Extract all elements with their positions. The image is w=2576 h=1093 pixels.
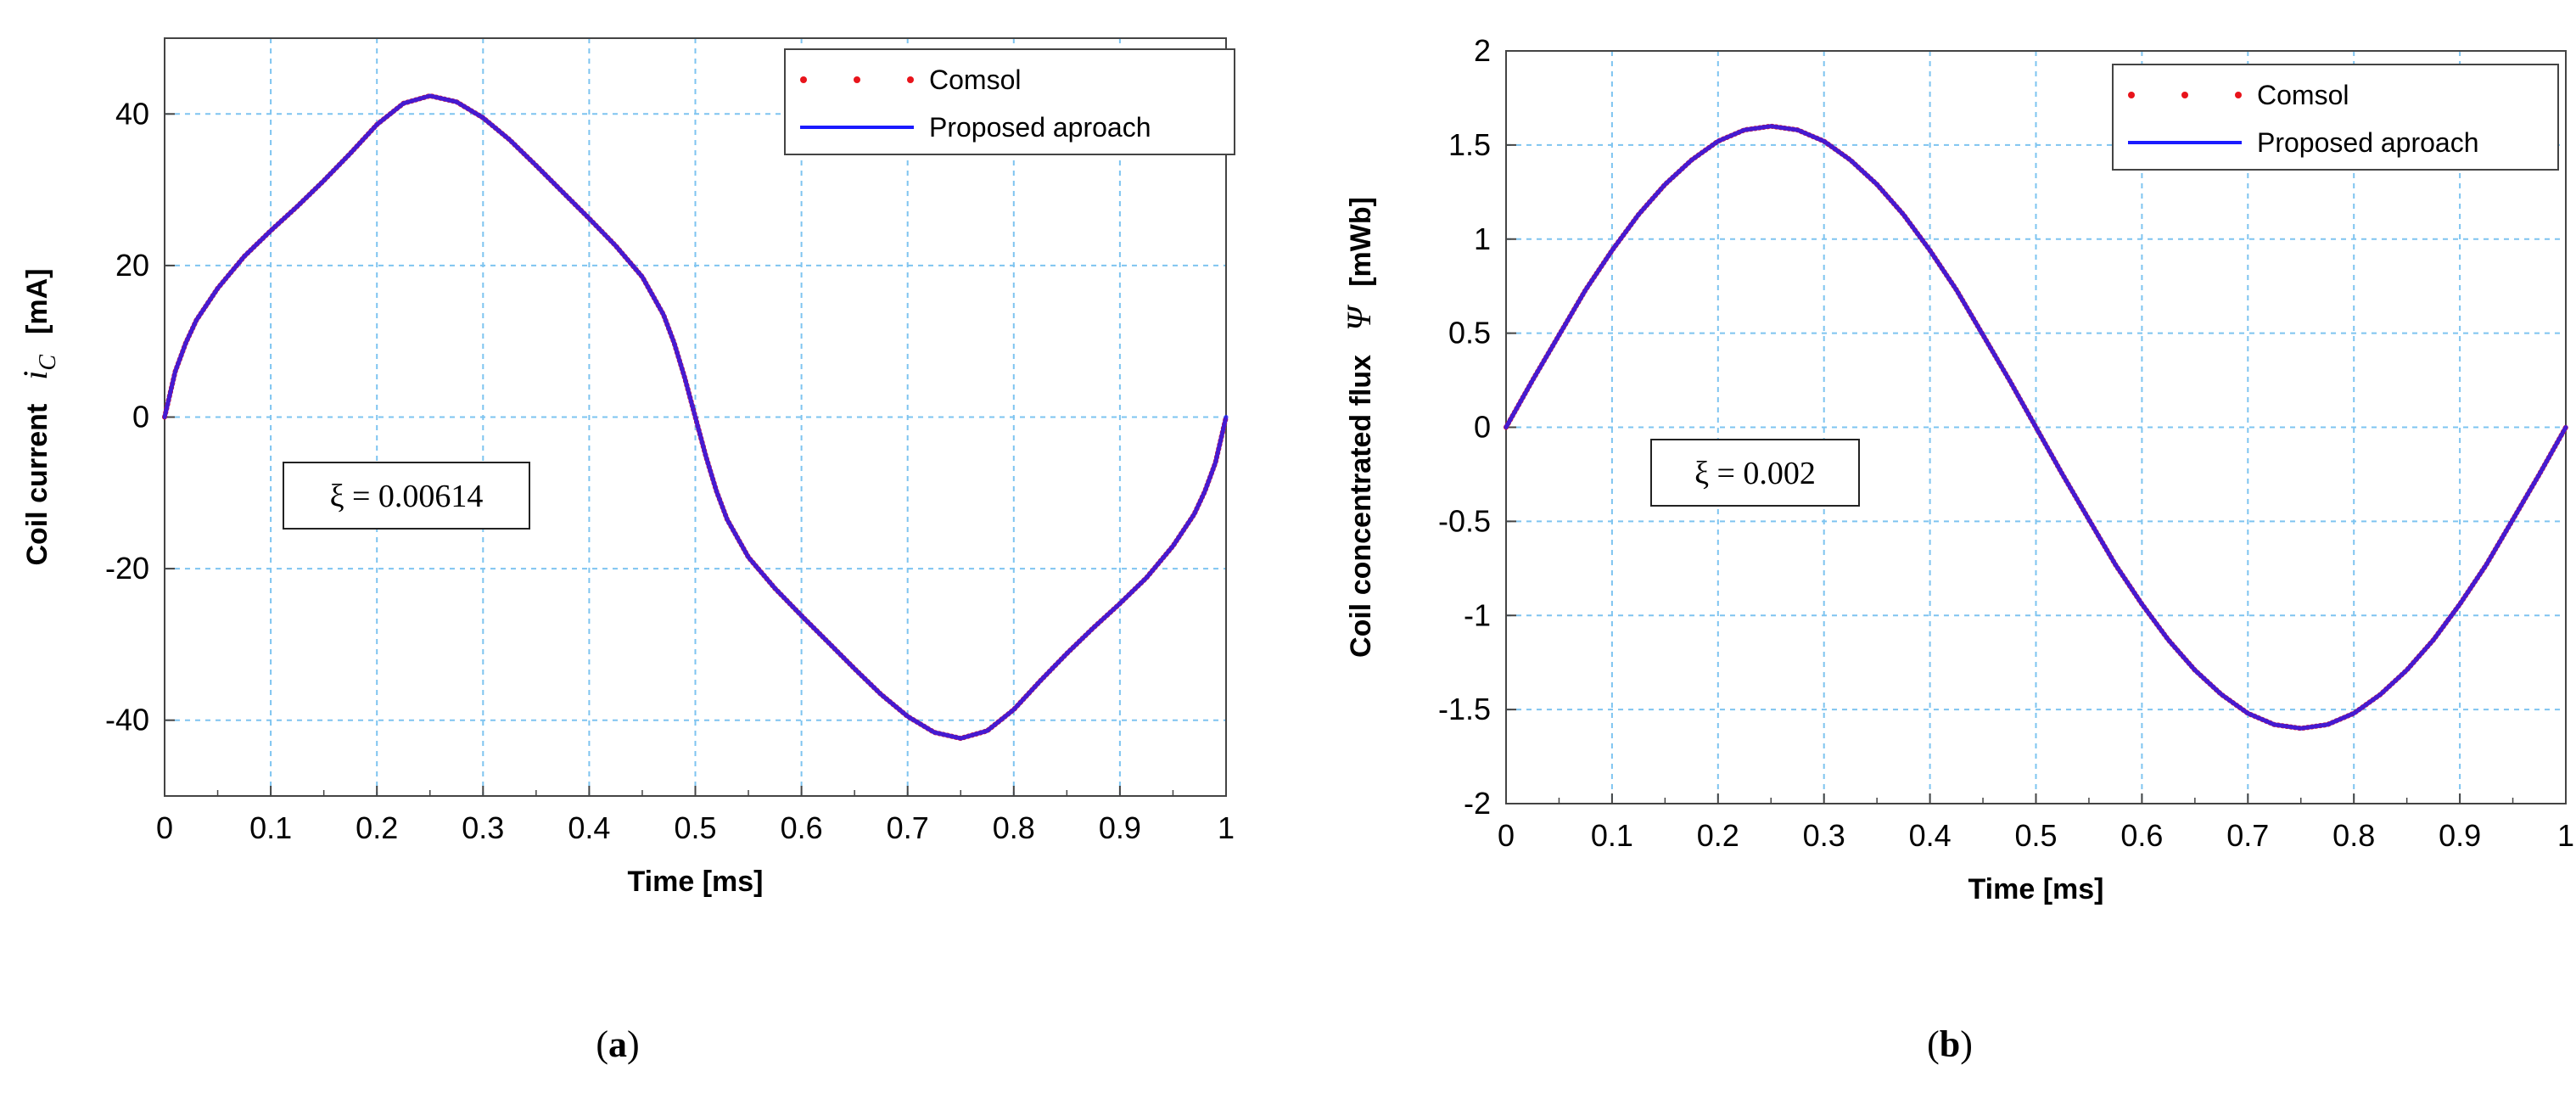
legend-entry: Proposed aproach <box>2257 127 2479 158</box>
legend-swatch-dot <box>2235 92 2242 98</box>
x-tick-label: 0.5 <box>674 810 716 845</box>
x-tick-label: 0.7 <box>2226 818 2269 853</box>
series-line-proposed <box>1504 124 2568 731</box>
legend-swatch-dot <box>2128 92 2135 98</box>
y-ticks: 40 20 0 -20 -40 <box>105 96 175 737</box>
y-axis-label-text: Coil concentrated flux <box>1345 355 1377 658</box>
caption-open: ( <box>1927 1023 1940 1065</box>
legend-entry: Comsol <box>929 64 1021 95</box>
x-axis-label: Time [ms] <box>1968 873 2104 905</box>
y-axis-label: Coil current iC [mA] <box>16 268 61 565</box>
y-tick-label: 1.5 <box>1448 127 1491 162</box>
series-line-proposed <box>162 93 1229 741</box>
x-tick-label: 0.8 <box>2332 818 2375 853</box>
legend-frame <box>784 48 1235 155</box>
panel-caption: (b) <box>1927 1023 1973 1065</box>
y-axis-label-unit: [mA] <box>21 268 53 334</box>
x-tick-label: 0.3 <box>462 810 504 845</box>
legend: Comsol Proposed aproach <box>2112 64 2559 171</box>
y-tick-label: 2 <box>1474 33 1491 68</box>
y-tick-label: 0 <box>1474 410 1491 445</box>
legend-swatch-dot <box>854 76 860 83</box>
x-tick-label: 0.1 <box>249 810 292 845</box>
y-tick-label: 0.5 <box>1448 316 1491 350</box>
x-tick-label: 0.4 <box>568 810 610 845</box>
x-tick-label: 0.2 <box>1697 818 1739 853</box>
x-tick-label: 0.4 <box>1909 818 1952 853</box>
x-tick-label: 1 <box>2557 818 2574 853</box>
annotation-frame <box>1650 439 1860 507</box>
x-ticks: 0 0.1 0.2 0.3 0.4 0.5 0.6 0.7 0.8 0.9 1 <box>156 786 1235 845</box>
x-tick-label: 0.6 <box>2120 818 2163 853</box>
annotation-frame <box>283 462 530 530</box>
chart-panel-b: 0 0.1 0.2 0.3 0.4 0.5 0.6 0.7 0.8 0.9 1 2 1.5 1 0.5 0 -0… <box>1340 33 2574 1065</box>
legend-swatch-dot <box>800 76 807 83</box>
y-axis-label-symbol: Ψ <box>1340 304 1378 331</box>
x-tick-label: 0 <box>1498 818 1515 853</box>
y-tick-label: 20 <box>115 248 149 283</box>
caption-letter: b <box>1940 1023 1960 1065</box>
x-axis-label: Time [ms] <box>628 866 764 898</box>
y-tick-label: -1.5 <box>1438 692 1491 726</box>
legend: Comsol Proposed aproach <box>784 48 1235 155</box>
legend-entry: Proposed aproach <box>929 112 1151 143</box>
x-tick-label: 1 <box>1218 810 1235 845</box>
y-tick-label: 0 <box>132 400 149 434</box>
x-tick-label: 0.9 <box>1099 810 1141 845</box>
y-ticks: 2 1.5 1 0.5 0 -0.5 -1 -1.5 -2 <box>1438 33 1516 821</box>
x-tick-label: 0.3 <box>1803 818 1845 853</box>
grid <box>1505 50 2567 804</box>
annotation-text: ξ = 0.00614 <box>330 479 484 514</box>
x-tick-label: 0.8 <box>993 810 1035 845</box>
x-tick-label: 0.1 <box>1591 818 1633 853</box>
x-tick-label: 0 <box>156 810 173 845</box>
annotation-box: ξ = 0.002 <box>1650 439 1860 507</box>
caption-letter: a <box>608 1023 627 1065</box>
x-tick-label: 0.9 <box>2439 818 2481 853</box>
y-tick-label: -40 <box>105 703 149 737</box>
panel-caption: (a) <box>596 1023 639 1065</box>
y-axis-label: Coil concentrated flux Ψ [mWb] <box>1340 197 1378 658</box>
y-tick-label: 40 <box>115 96 149 131</box>
x-tick-label: 0.6 <box>781 810 823 845</box>
y-axis-label-subscript: C <box>35 355 61 371</box>
caption-open: ( <box>596 1023 608 1065</box>
y-axis-label-symbol: i <box>16 371 54 380</box>
y-tick-label: -2 <box>1464 786 1491 821</box>
caption-close: ) <box>1960 1023 1973 1065</box>
legend-swatch-dot <box>2181 92 2188 98</box>
legend-entry: Comsol <box>2257 80 2349 110</box>
y-axis-label-text: Coil current <box>21 404 53 566</box>
x-tick-label: 0.5 <box>2014 818 2057 853</box>
legend-frame <box>2112 64 2559 171</box>
chart-panel-a: 0 0.1 0.2 0.3 0.4 0.5 0.6 0.7 0.8 0.9 1 40 20 0 -20 -40… <box>16 37 1235 1065</box>
annotation-text: ξ = 0.002 <box>1694 456 1816 491</box>
annotation-box: ξ = 0.00614 <box>283 462 530 530</box>
y-tick-label: 1 <box>1474 221 1491 256</box>
y-axis-label-unit: [mWb] <box>1345 197 1377 287</box>
y-tick-label: -1 <box>1464 597 1491 632</box>
x-ticks: 0 0.1 0.2 0.3 0.4 0.5 0.6 0.7 0.8 0.9 1 <box>1498 793 2574 853</box>
caption-close: ) <box>627 1023 640 1065</box>
y-tick-label: -20 <box>105 551 149 586</box>
y-tick-label: -0.5 <box>1438 503 1491 538</box>
legend-swatch-dot <box>907 76 914 83</box>
x-tick-label: 0.2 <box>356 810 398 845</box>
x-tick-label: 0.7 <box>887 810 929 845</box>
